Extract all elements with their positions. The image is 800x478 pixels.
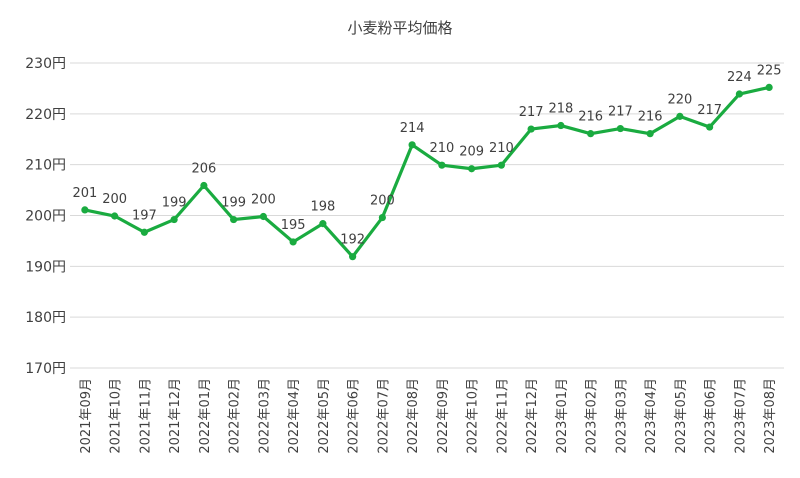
x-axis-ticks: 2021年09月 2021年10月 2021年11月 2021年12月 2022年01月… [79, 378, 778, 454]
data-point [81, 206, 89, 214]
y-tick-label: 190円 [25, 259, 66, 275]
data-point [289, 238, 297, 246]
data-label: 195 [281, 218, 306, 233]
x-tick-label: 2022年10月 [466, 378, 481, 454]
data-label: 214 [400, 121, 425, 136]
data-point [408, 141, 416, 149]
data-point [557, 121, 565, 130]
y-tick-label: 220円 [25, 107, 66, 123]
data-label: 206 [191, 162, 216, 177]
x-tick-label: 2023年07月 [733, 378, 748, 454]
data-label: 220 [667, 92, 692, 107]
x-tick-label: 2021年10月 [109, 378, 124, 454]
data-label: 218 [548, 102, 573, 117]
x-tick-label: 2022年12月 [525, 378, 540, 454]
x-tick-label: 2022年01月 [198, 378, 213, 454]
data-label: 225 [757, 63, 782, 78]
data-point [706, 123, 714, 131]
data-point [200, 181, 208, 190]
data-labels: 201 200 197 199 206 199 200 195 198 192 200 214 210 2… [72, 63, 781, 247]
y-tick-label: 170円 [25, 361, 66, 377]
x-tick-label: 2023年03月 [614, 378, 629, 454]
x-tick-label: 2023年01月 [555, 378, 570, 454]
x-tick-label: 2023年04月 [644, 378, 659, 454]
data-label: 192 [340, 233, 365, 248]
y-tick-label: 210円 [25, 158, 66, 174]
data-label: 224 [727, 70, 752, 85]
data-point [230, 215, 238, 224]
data-label: 199 [221, 196, 246, 211]
data-label: 217 [608, 105, 633, 120]
x-tick-label: 2022年02月 [228, 378, 243, 454]
x-tick-label: 2023年05月 [674, 378, 689, 454]
y-tick-label: 230円 [25, 56, 66, 72]
x-tick-label: 2022年04月 [287, 378, 302, 454]
data-label: 217 [519, 105, 544, 120]
data-label: 200 [102, 192, 127, 207]
x-tick-label: 2021年12月 [168, 378, 183, 454]
data-point [259, 212, 267, 221]
x-tick-label: 2022年07月 [376, 378, 391, 454]
data-point [170, 215, 178, 224]
data-label: 209 [459, 145, 484, 160]
y-axis-ticks: 170円 180円 190円 200円 210円 220円 230円 [25, 56, 66, 377]
data-point [349, 253, 357, 261]
data-label: 210 [489, 141, 514, 156]
data-label: 217 [697, 103, 722, 118]
price-series [81, 83, 773, 261]
gridlines [70, 62, 784, 369]
x-tick-label: 2023年06月 [704, 378, 719, 454]
data-label: 199 [162, 196, 187, 211]
chart-title: 小麦粉平均価格 [347, 19, 452, 37]
data-point [735, 90, 743, 98]
x-tick-label: 2022年03月 [257, 378, 272, 454]
x-tick-label: 2022年05月 [317, 378, 332, 454]
data-point [765, 83, 773, 91]
data-point [140, 228, 148, 236]
data-label: 200 [251, 193, 276, 208]
data-label: 216 [578, 110, 603, 125]
data-label: 216 [638, 110, 663, 125]
data-point [319, 220, 327, 228]
y-tick-label: 180円 [25, 310, 66, 326]
data-point [497, 161, 505, 169]
data-point [616, 124, 624, 133]
y-tick-label: 200円 [25, 209, 66, 225]
data-label: 198 [310, 200, 335, 215]
x-tick-label: 2021年09月 [79, 378, 94, 454]
x-tick-label: 2023年02月 [585, 378, 600, 454]
data-point [378, 213, 386, 222]
data-label: 201 [72, 186, 97, 201]
series-line [83, 85, 771, 259]
x-tick-label: 2022年11月 [495, 378, 510, 454]
data-label: 197 [132, 208, 157, 223]
data-label: 210 [429, 141, 454, 156]
data-point [587, 130, 595, 138]
x-tick-label: 2022年09月 [436, 378, 451, 454]
data-point [646, 130, 654, 138]
data-label: 200 [370, 194, 395, 209]
x-tick-label: 2023年08月 [763, 378, 778, 454]
data-point [468, 165, 476, 173]
x-tick-label: 2022年08月 [406, 378, 421, 454]
data-point [527, 125, 535, 133]
data-point [676, 112, 684, 120]
data-point [438, 161, 446, 169]
x-tick-label: 2021年11月 [138, 378, 153, 454]
data-point [111, 212, 119, 220]
x-tick-label: 2022年06月 [347, 378, 362, 454]
